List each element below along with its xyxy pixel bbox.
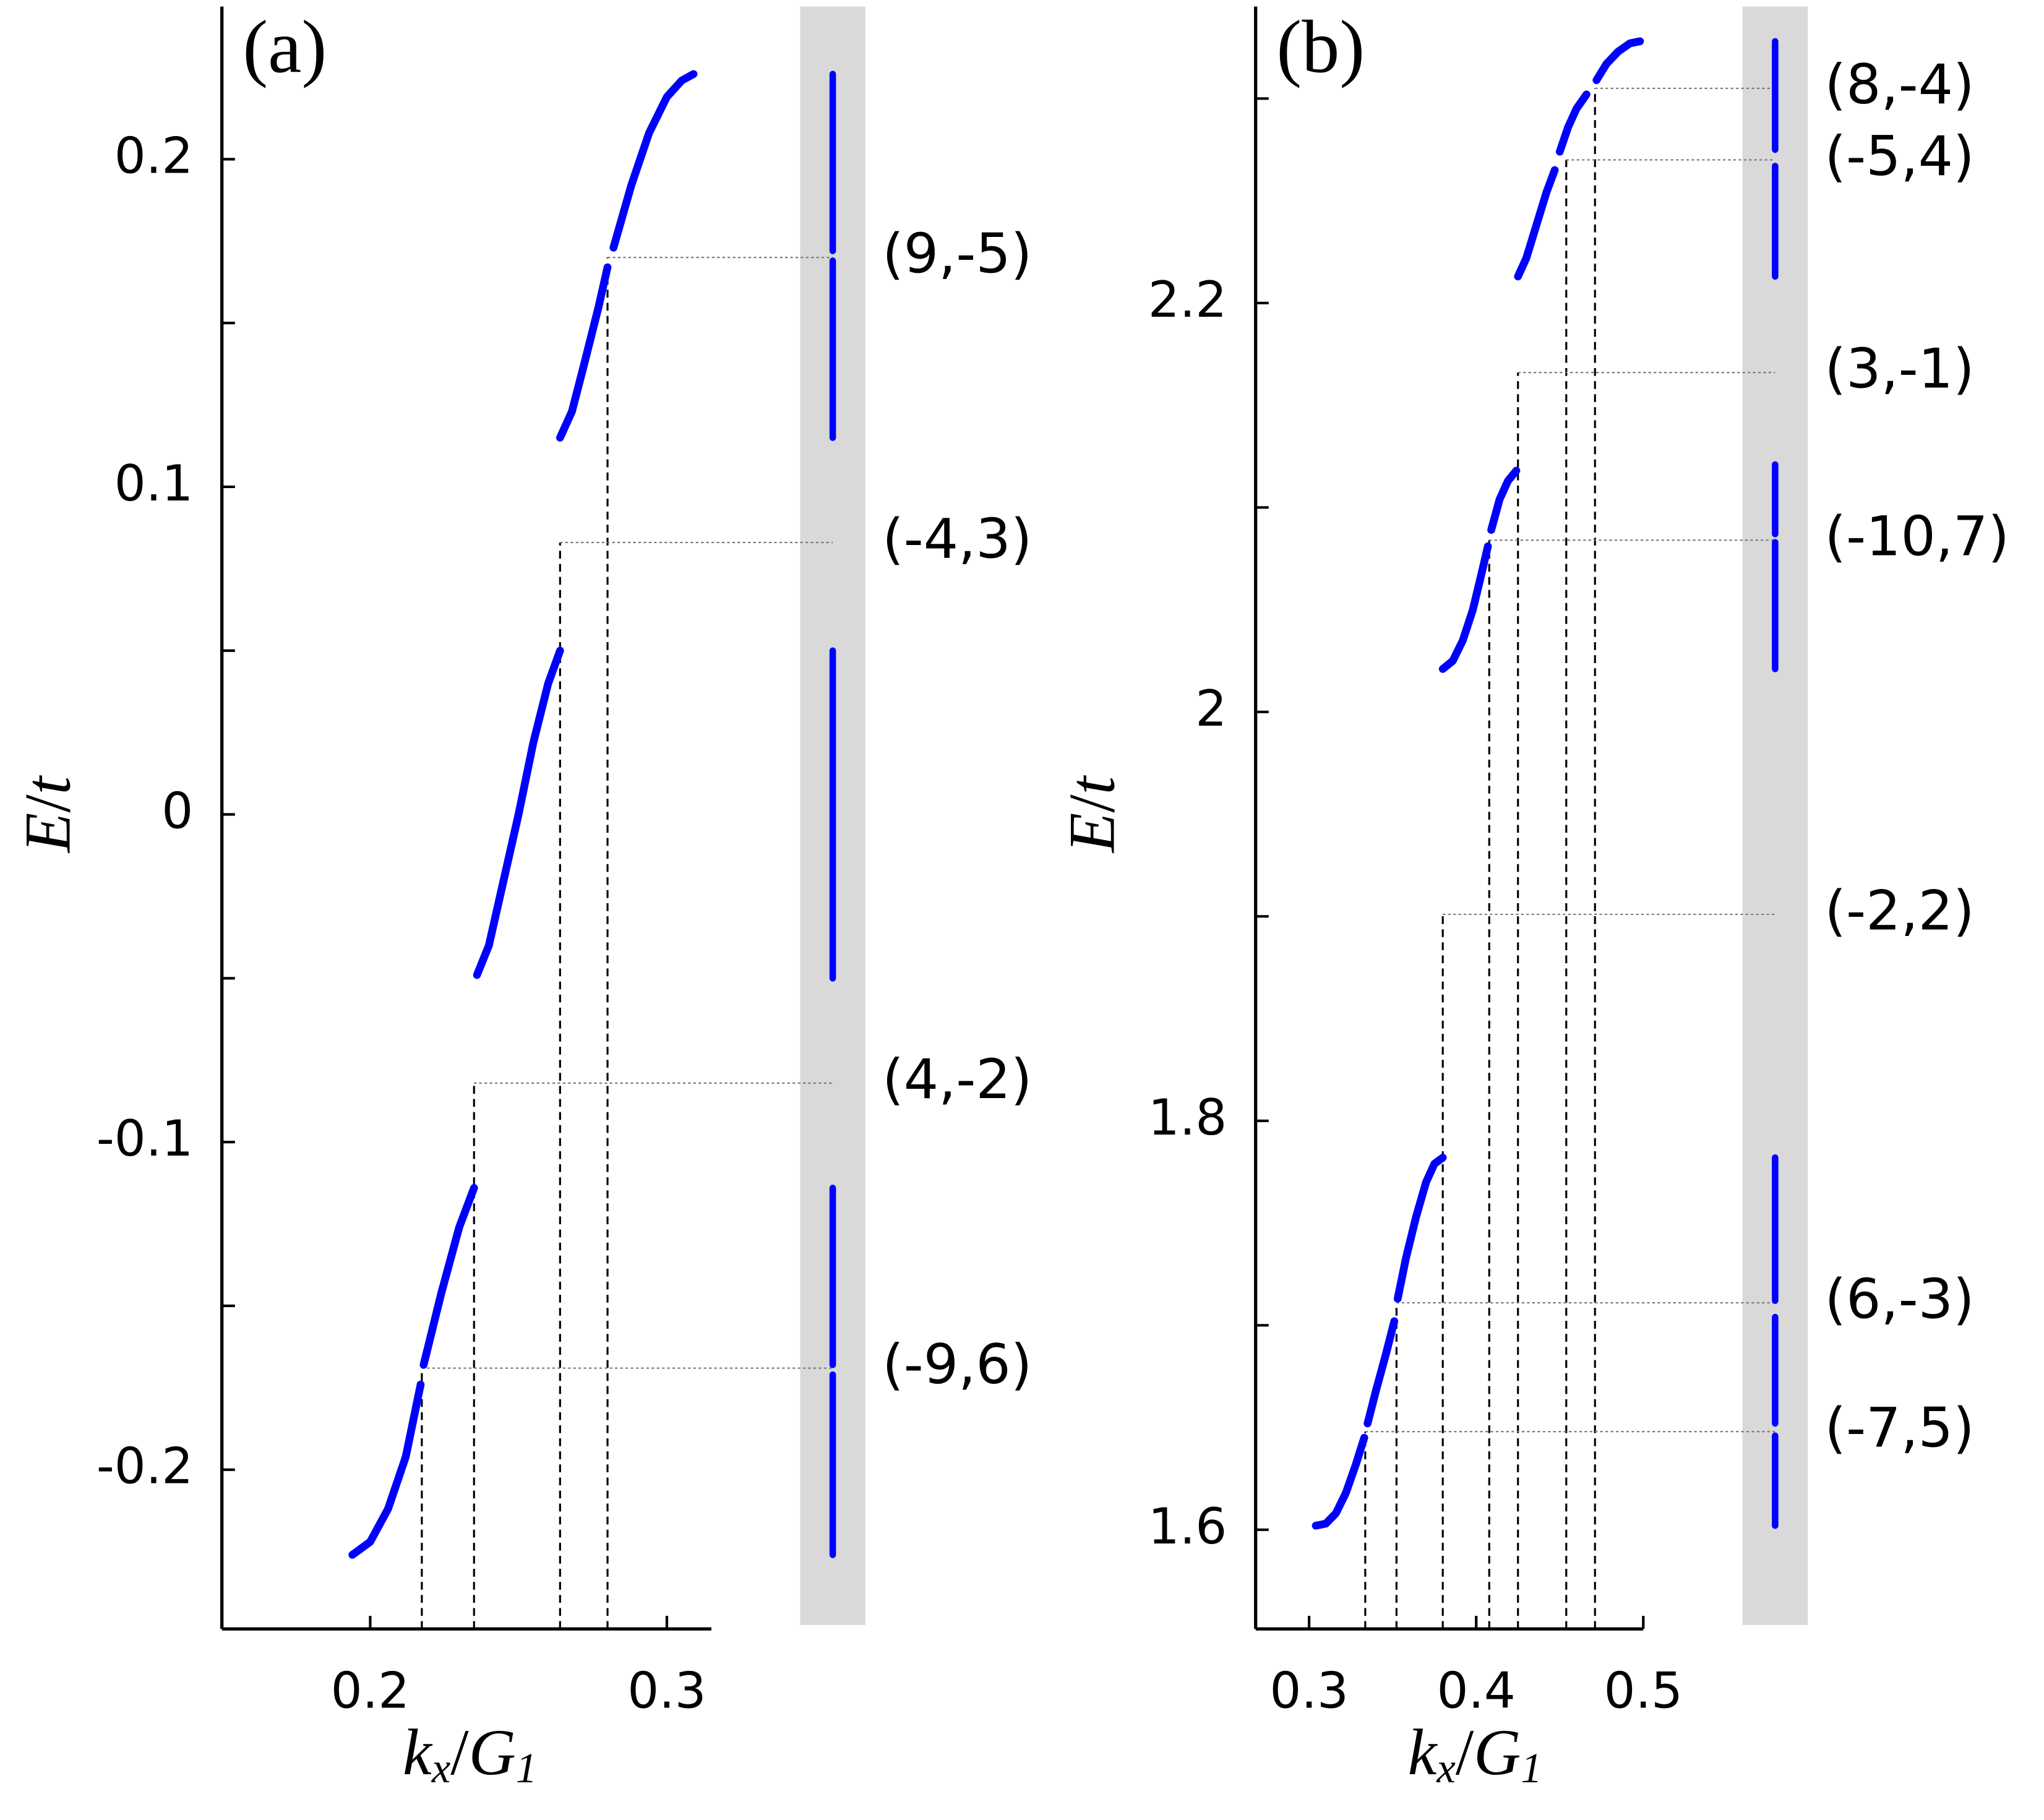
gap-label: (-10,7): [1825, 505, 2009, 569]
gap-label: (8,-4): [1825, 53, 1975, 116]
x-tick-label: 0.5: [1604, 1662, 1683, 1720]
y-tick-label: 1.8: [1148, 1089, 1227, 1146]
band-curve: [473, 646, 564, 979]
band-curve: [348, 1183, 478, 1559]
band-curve: [1514, 37, 1644, 281]
band-curve: [1312, 1153, 1447, 1530]
gap-label: (4,-2): [882, 1047, 1032, 1111]
panel-label: (a): [243, 6, 327, 89]
x-tick-label: 0.3: [627, 1662, 706, 1720]
y-tick-label: 0: [161, 783, 193, 840]
panel-label: (b): [1276, 6, 1365, 89]
gap-label: (-2,2): [1825, 878, 1975, 942]
gap-label: (6,-3): [1825, 1267, 1975, 1331]
panel: 1.6 1.8 2 2.2 0.3 0.4 0.5 (8,-4) (-5,4) (3,-1) (-1…: [1056, 6, 2009, 1792]
x-axis-label: kx/G1: [403, 1716, 537, 1792]
gap-label: (-4,3): [882, 507, 1032, 570]
y-axis-label: E/t: [1056, 775, 1128, 854]
y-tick-label: 1.6: [1148, 1498, 1227, 1555]
band-curve: [556, 70, 698, 442]
panel: -0.2 -0.1 0 0.1 0.2 0.2 0.3 (9,-5) (-4,3) (4,-2) (…: [12, 6, 1032, 1792]
y-tick-label: 2.2: [1148, 271, 1227, 328]
x-tick-label: 0.4: [1436, 1662, 1515, 1720]
gap-label: (-5,4): [1825, 124, 1975, 188]
y-tick-label: -0.1: [97, 1110, 193, 1167]
y-tick-label: 0.1: [114, 455, 193, 512]
gap-label: (-7,5): [1825, 1396, 1975, 1460]
y-tick-label: 2: [1195, 680, 1227, 737]
y-tick-label: -0.2: [97, 1438, 193, 1495]
x-axis-label: kx/G1: [1408, 1716, 1542, 1792]
gap-label: (-9,6): [882, 1333, 1032, 1396]
band-curve: [1438, 466, 1521, 673]
x-tick-label: 0.2: [331, 1662, 410, 1720]
gap-label: (9,-5): [882, 222, 1032, 286]
gap-label: (3,-1): [1825, 337, 1975, 401]
y-axis-label: E/t: [12, 775, 84, 854]
x-tick-label: 0.3: [1269, 1662, 1348, 1720]
y-tick-label: 0.2: [114, 127, 193, 184]
